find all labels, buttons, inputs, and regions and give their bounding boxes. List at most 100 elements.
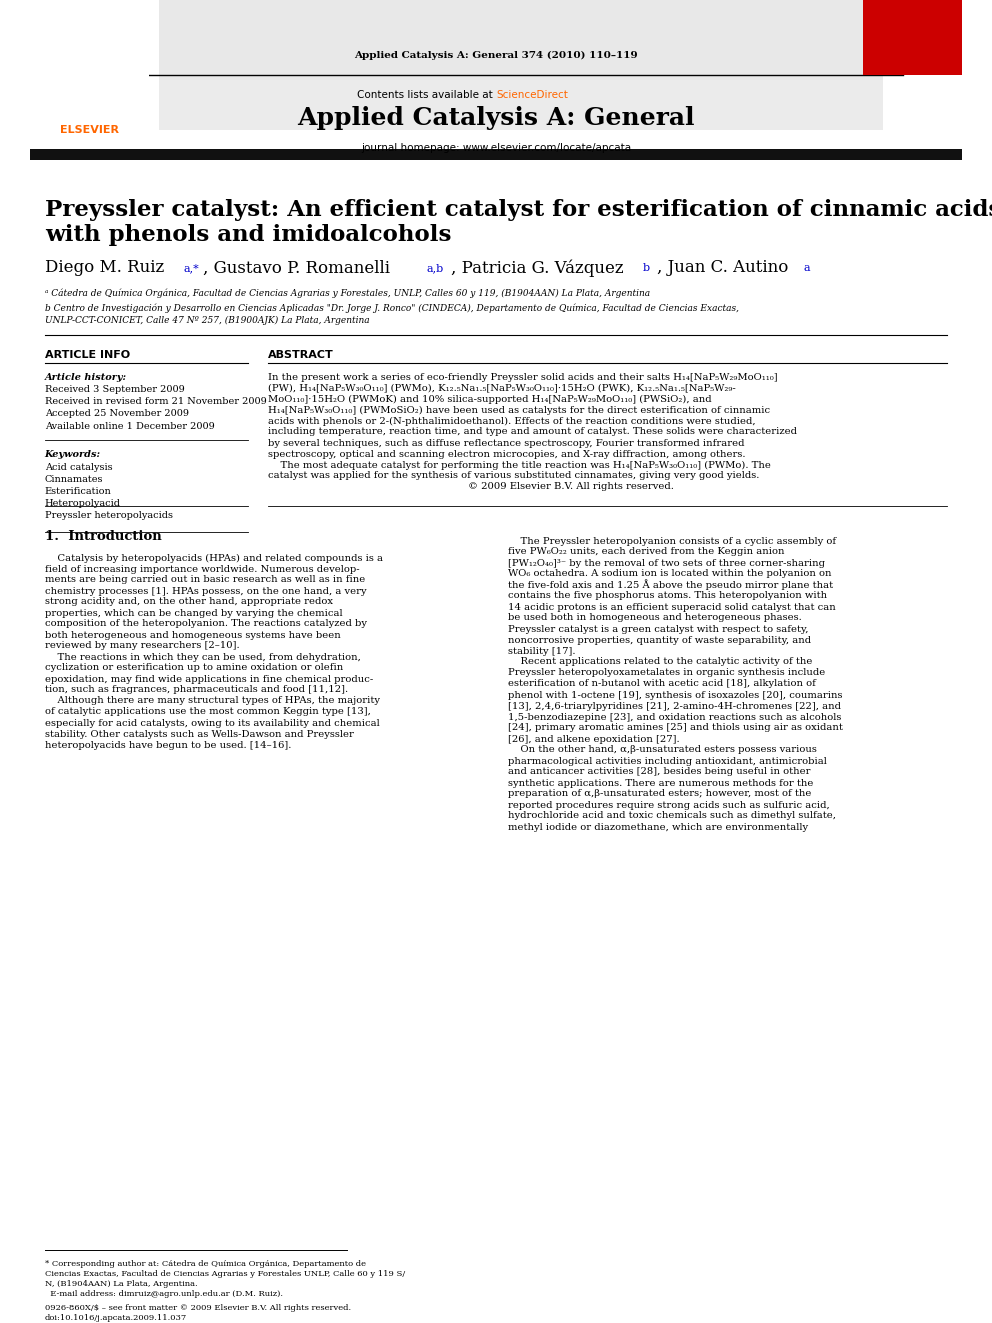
Text: Cinnamates: Cinnamates — [45, 475, 103, 484]
Bar — [30, 0, 149, 79]
Text: Although there are many structural types of HPAs, the majority: Although there are many structural types… — [45, 696, 380, 705]
Text: esterification of n-butanol with acetic acid [18], alkylation of: esterification of n-butanol with acetic … — [508, 680, 815, 688]
Text: field of increasing importance worldwide. Numerous develop-: field of increasing importance worldwide… — [45, 565, 359, 573]
Text: [26], and alkene epoxidation [27].: [26], and alkene epoxidation [27]. — [508, 734, 680, 744]
Text: hydrochloride acid and toxic chemicals such as dimethyl sulfate,: hydrochloride acid and toxic chemicals s… — [508, 811, 836, 820]
Text: stability. Other catalysts such as Wells-Dawson and Preyssler: stability. Other catalysts such as Wells… — [45, 729, 353, 738]
Text: including temperature, reaction time, and type and amount of catalyst. These sol: including temperature, reaction time, an… — [268, 427, 797, 437]
Text: Received 3 September 2009: Received 3 September 2009 — [45, 385, 185, 394]
Text: , Gustavo P. Romanelli: , Gustavo P. Romanelli — [203, 259, 391, 277]
Text: of catalytic applications use the most common Keggin type [13],: of catalytic applications use the most c… — [45, 708, 371, 717]
Text: Applied Catalysis A: General 374 (2010) 110–119: Applied Catalysis A: General 374 (2010) … — [354, 50, 638, 60]
Text: Preyssler heteropolyacids: Preyssler heteropolyacids — [45, 512, 173, 520]
Text: Applied Catalysis A: General: Applied Catalysis A: General — [298, 106, 694, 130]
Text: , Juan C. Autino: , Juan C. Autino — [657, 259, 788, 277]
Text: 14 acidic protons is an efficient superacid solid catalyst that can: 14 acidic protons is an efficient supera… — [508, 602, 835, 611]
Text: a,*: a,* — [184, 263, 199, 273]
Text: 1.  Introduction: 1. Introduction — [45, 529, 162, 542]
Text: tion, such as fragrances, pharmaceuticals and food [11,12].: tion, such as fragrances, pharmaceutical… — [45, 685, 348, 695]
Text: UNLP-CCT-CONICET, Calle 47 Nº 257, (B1900AJK) La Plata, Argentina: UNLP-CCT-CONICET, Calle 47 Nº 257, (B190… — [45, 315, 369, 324]
Text: phenol with 1-octene [19], synthesis of isoxazoles [20], coumarins: phenol with 1-octene [19], synthesis of … — [508, 691, 842, 700]
Text: synthetic applications. There are numerous methods for the: synthetic applications. There are numero… — [508, 778, 813, 787]
Bar — [863, 0, 962, 75]
Text: [PW₁₂O₄₀]³⁻ by the removal of two sets of three corner-sharing: [PW₁₂O₄₀]³⁻ by the removal of two sets o… — [508, 558, 825, 568]
Text: Catalysis by heteropolyacids (HPAs) and related compounds is a: Catalysis by heteropolyacids (HPAs) and … — [45, 553, 383, 562]
Text: (PW), H₁₄[NaP₅W₃₀O₁₁₀] (PWMo), K₁₂.₅Na₁.₅[NaP₅W₃₀O₁₁₀]·15H₂O (PWK), K₁₂.₅Na₁.₅[N: (PW), H₁₄[NaP₅W₃₀O₁₁₀] (PWMo), K₁₂.₅Na₁.… — [268, 384, 736, 393]
Text: with phenols and imidoalcohols: with phenols and imidoalcohols — [45, 224, 451, 246]
Text: cyclization or esterification up to amine oxidation or olefin: cyclization or esterification up to amin… — [45, 664, 343, 672]
Text: contains the five phosphorus atoms. This heteropolyanion with: contains the five phosphorus atoms. This… — [508, 591, 827, 601]
Text: a: a — [804, 263, 810, 273]
Bar — [159, 0, 883, 79]
Text: b: b — [643, 263, 650, 273]
Text: by several techniques, such as diffuse reflectance spectroscopy, Fourier transfo: by several techniques, such as diffuse r… — [268, 438, 744, 447]
Text: reviewed by many researchers [2–10].: reviewed by many researchers [2–10]. — [45, 642, 239, 651]
Text: © 2009 Elsevier B.V. All rights reserved.: © 2009 Elsevier B.V. All rights reserved… — [268, 483, 674, 492]
Text: the five-fold axis and 1.25 Å above the pseudo mirror plane that: the five-fold axis and 1.25 Å above the … — [508, 579, 833, 590]
Text: Recent applications related to the catalytic activity of the: Recent applications related to the catal… — [508, 658, 812, 667]
Text: [24], primary aromatic amines [25] and thiols using air as oxidant: [24], primary aromatic amines [25] and t… — [508, 724, 843, 733]
Text: [13], 2,4,6-triarylpyridines [21], 2-amino-4H-chromenes [22], and: [13], 2,4,6-triarylpyridines [21], 2-ami… — [508, 701, 841, 710]
Text: and anticancer activities [28], besides being useful in other: and anticancer activities [28], besides … — [508, 767, 810, 777]
Text: both heterogeneous and homogeneous systems have been: both heterogeneous and homogeneous syste… — [45, 631, 340, 639]
Text: E-mail address: dimruiz@agro.unlp.edu.ar (D.M. Ruiz).: E-mail address: dimruiz@agro.unlp.edu.ar… — [45, 1290, 283, 1298]
Text: Preyssler catalyst: An efficient catalyst for esterification of cinnamic acids: Preyssler catalyst: An efficient catalys… — [45, 198, 992, 221]
Text: strong acidity and, on the other hand, appropriate redox: strong acidity and, on the other hand, a… — [45, 598, 332, 606]
Text: journal homepage: www.elsevier.com/locate/apcata: journal homepage: www.elsevier.com/locat… — [361, 143, 631, 153]
Text: Acid catalysis: Acid catalysis — [45, 463, 112, 472]
Text: epoxidation, may find wide applications in fine chemical produc-: epoxidation, may find wide applications … — [45, 675, 373, 684]
Text: ARTICLE INFO: ARTICLE INFO — [45, 351, 130, 360]
Text: In the present work a series of eco-friendly Preyssler solid acids and their sal: In the present work a series of eco-frie… — [268, 373, 778, 381]
Text: 0926-860X/$ – see front matter © 2009 Elsevier B.V. All rights reserved.: 0926-860X/$ – see front matter © 2009 El… — [45, 1304, 351, 1312]
Text: composition of the heteropolyanion. The reactions catalyzed by: composition of the heteropolyanion. The … — [45, 619, 367, 628]
Text: catalyst was applied for the synthesis of various substituted cinnamates, giving: catalyst was applied for the synthesis o… — [268, 471, 759, 480]
Text: Contents lists available at: Contents lists available at — [357, 90, 496, 101]
Text: ᵃ Cátedra de Química Orgánica, Facultad de Ciencias Agrarias y Forestales, UNLP,: ᵃ Cátedra de Química Orgánica, Facultad … — [45, 288, 650, 298]
Text: 1,5-benzodiazepine [23], and oxidation reactions such as alcohols: 1,5-benzodiazepine [23], and oxidation r… — [508, 713, 841, 721]
Text: Keywords:: Keywords: — [45, 450, 101, 459]
Text: five PW₆O₂₂ units, each derived from the Keggin anion: five PW₆O₂₂ units, each derived from the… — [508, 548, 785, 557]
Text: Preyssler catalyst is a green catalyst with respect to safety,: Preyssler catalyst is a green catalyst w… — [508, 624, 808, 634]
Text: ABSTRACT: ABSTRACT — [268, 351, 333, 360]
Text: spectroscopy, optical and scanning electron microcopies, and X-ray diffraction, : spectroscopy, optical and scanning elect… — [268, 450, 745, 459]
Text: ELSEVIER: ELSEVIER — [60, 124, 119, 135]
Text: The Preyssler heteropolyanion consists of a cyclic assembly of: The Preyssler heteropolyanion consists o… — [508, 537, 836, 545]
Text: Accepted 25 November 2009: Accepted 25 November 2009 — [45, 410, 188, 418]
Text: b Centro de Investigación y Desarrollo en Ciencias Aplicadas "Dr. Jorge J. Ronco: b Centro de Investigación y Desarrollo e… — [45, 303, 739, 312]
Text: preparation of α,β-unsaturated esters; however, most of the: preparation of α,β-unsaturated esters; h… — [508, 790, 811, 799]
Text: be used both in homogeneous and heterogeneous phases.: be used both in homogeneous and heteroge… — [508, 614, 802, 623]
Text: The reactions in which they can be used, from dehydration,: The reactions in which they can be used,… — [45, 652, 360, 662]
Text: Esterification: Esterification — [45, 487, 111, 496]
Text: especially for acid catalysts, owing to its availability and chemical: especially for acid catalysts, owing to … — [45, 718, 379, 728]
Text: Ciencias Exactas, Facultad de Ciencias Agrarias y Forestales UNLP, Calle 60 y 11: Ciencias Exactas, Facultad de Ciencias A… — [45, 1270, 405, 1278]
Bar — [30, 149, 962, 160]
Text: doi:10.1016/j.apcata.2009.11.037: doi:10.1016/j.apcata.2009.11.037 — [45, 1314, 186, 1322]
Text: properties, which can be changed by varying the chemical: properties, which can be changed by vary… — [45, 609, 342, 618]
Text: reported procedures require strong acids such as sulfuric acid,: reported procedures require strong acids… — [508, 800, 829, 810]
Text: Article history:: Article history: — [45, 373, 127, 381]
Text: ScienceDirect: ScienceDirect — [496, 90, 567, 101]
Text: Available online 1 December 2009: Available online 1 December 2009 — [45, 422, 214, 430]
Text: noncorrosive properties, quantity of waste separability, and: noncorrosive properties, quantity of was… — [508, 635, 811, 644]
Text: a,b: a,b — [427, 263, 443, 273]
Text: heteropolyacids have begun to be used. [14–16].: heteropolyacids have begun to be used. [… — [45, 741, 291, 750]
Text: pharmacological activities including antioxidant, antimicrobial: pharmacological activities including ant… — [508, 757, 826, 766]
Text: On the other hand, α,β-unsaturated esters possess various: On the other hand, α,β-unsaturated ester… — [508, 745, 816, 754]
Text: MoO₁₁₀]·15H₂O (PWMoK) and 10% silica-supported H₁₄[NaP₅W₂₉MoO₁₁₀] (PWSiO₂), and: MoO₁₁₀]·15H₂O (PWMoK) and 10% silica-sup… — [268, 394, 711, 404]
Text: methyl iodide or diazomethane, which are environmentally: methyl iodide or diazomethane, which are… — [508, 823, 808, 831]
Text: Heteropolyacid: Heteropolyacid — [45, 500, 121, 508]
Text: , Patricia G. Vázquez: , Patricia G. Vázquez — [451, 259, 624, 277]
Text: WO₆ octahedra. A sodium ion is located within the polyanion on: WO₆ octahedra. A sodium ion is located w… — [508, 569, 831, 578]
Text: CATALYSIS: CATALYSIS — [893, 115, 932, 120]
Text: stability [17].: stability [17]. — [508, 647, 575, 655]
Text: Diego M. Ruiz: Diego M. Ruiz — [45, 259, 164, 277]
Text: The most adequate catalyst for performing the title reaction was H₁₄[NaP₅W₃₀O₁₁₀: The most adequate catalyst for performin… — [268, 460, 771, 470]
Text: ments are being carried out in basic research as well as in fine: ments are being carried out in basic res… — [45, 576, 365, 585]
Text: H₁₄[NaP₅W₃₀O₁₁₀] (PWMoSiO₂) have been used as catalysts for the direct esterific: H₁₄[NaP₅W₃₀O₁₁₀] (PWMoSiO₂) have been us… — [268, 405, 770, 414]
Text: * Corresponding author at: Cátedra de Química Orgánica, Departamento de: * Corresponding author at: Cátedra de Qu… — [45, 1259, 366, 1267]
Text: Received in revised form 21 November 2009: Received in revised form 21 November 200… — [45, 397, 267, 406]
Text: acids with phenols or 2-(N-phthalimidoethanol). Effects of the reaction conditio: acids with phenols or 2-(N-phthalimidoet… — [268, 417, 756, 426]
Bar — [159, 11, 883, 130]
Text: Preyssler heteropolyoxametalates in organic synthesis include: Preyssler heteropolyoxametalates in orga… — [508, 668, 825, 677]
Text: chemistry processes [1]. HPAs possess, on the one hand, a very: chemistry processes [1]. HPAs possess, o… — [45, 586, 366, 595]
